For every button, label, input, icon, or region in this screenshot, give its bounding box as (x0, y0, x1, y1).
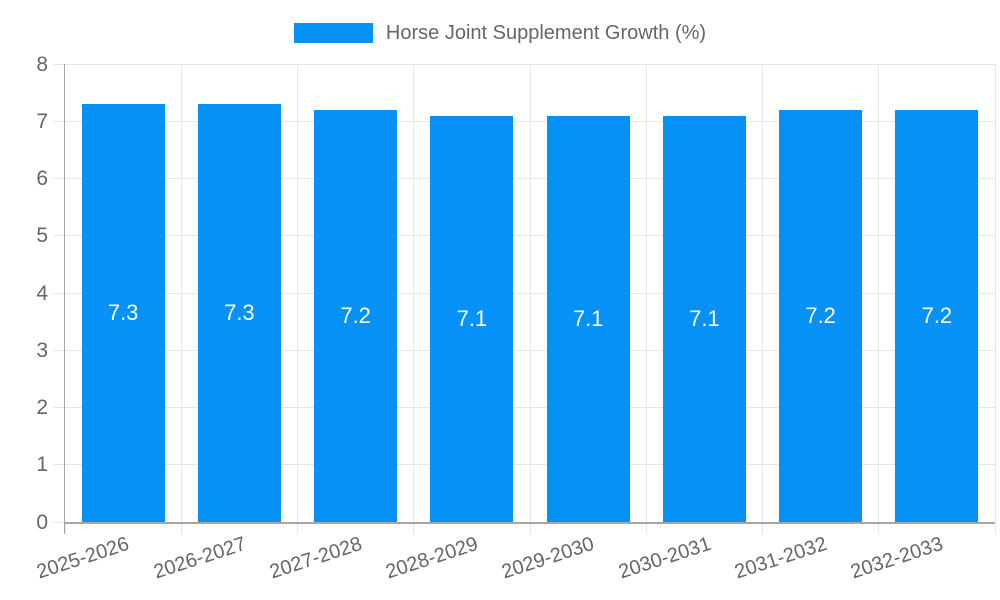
x-tick-mark (994, 522, 996, 534)
x-tick-mark (645, 522, 647, 534)
bar-value-label: 7.1 (689, 305, 720, 331)
y-axis-tick-label: 0 (36, 510, 48, 534)
y-tick-mark (53, 464, 65, 466)
x-tick-mark (180, 522, 182, 534)
y-tick-mark (53, 521, 65, 523)
y-axis-line (64, 64, 65, 534)
x-tick-mark (297, 522, 298, 534)
bar-value-label: 7.3 (107, 300, 139, 326)
bar-value-label: 7.1 (572, 305, 604, 331)
gridline-vertical (878, 64, 880, 522)
bar[interactable] (895, 109, 979, 522)
bar-value-label: 7.2 (340, 302, 371, 328)
y-tick-mark (53, 63, 65, 65)
x-tick-mark (762, 522, 763, 534)
y-axis-tick-label: 8 (36, 52, 48, 76)
y-axis-tick-label: 2 (36, 396, 48, 419)
bar[interactable] (779, 109, 863, 522)
x-axis-tick-label: 2028-2029 (383, 532, 481, 584)
y-tick-mark (53, 292, 65, 294)
bar[interactable] (81, 104, 165, 522)
y-tick-mark (53, 178, 65, 179)
y-tick-mark (53, 349, 65, 351)
bar-value-label: 7.3 (224, 300, 255, 326)
y-axis-tick-label: 3 (36, 338, 48, 362)
x-axis-tick-label: 2032-2033 (848, 532, 946, 584)
x-tick-mark (529, 522, 531, 534)
bar[interactable] (314, 109, 398, 522)
x-axis-tick-label: 2031-2032 (731, 532, 830, 584)
x-tick-mark (413, 522, 415, 534)
gridline-vertical (994, 64, 996, 522)
x-axis-tick-label: 2026-2027 (150, 532, 249, 584)
x-axis-tick-label: 2030-2031 (615, 532, 714, 584)
gridline-vertical (762, 64, 763, 522)
y-axis-tick-label: 1 (36, 453, 48, 477)
bar[interactable] (197, 104, 281, 522)
y-tick-mark (53, 235, 65, 237)
y-axis-tick-label: 7 (36, 109, 48, 133)
x-tick-mark (878, 522, 880, 534)
bar[interactable] (662, 115, 746, 522)
gridline-vertical (645, 64, 647, 522)
x-tick-mark (64, 522, 66, 534)
bar-value-label: 7.1 (456, 305, 488, 331)
y-axis-tick-label: 6 (36, 167, 48, 190)
y-axis-tick-label: 4 (36, 281, 48, 305)
legend-swatch (293, 23, 373, 43)
gridline-vertical (180, 64, 182, 522)
x-axis-tick-label: 2027-2028 (266, 532, 365, 584)
gridline-vertical (413, 64, 415, 522)
chart-legend[interactable]: Horse Joint Supplement Growth (%) (0, 21, 1000, 45)
x-axis-line (65, 522, 995, 524)
x-axis-tick-label: 2029-2030 (499, 532, 598, 584)
y-tick-mark (53, 407, 65, 408)
y-tick-mark (53, 120, 65, 122)
bar[interactable] (430, 115, 514, 522)
legend-label: Horse Joint Supplement Growth (%) (385, 22, 707, 44)
gridline-vertical (529, 64, 531, 522)
bar-value-label: 7.2 (921, 302, 953, 328)
x-axis-tick-label: 2025-2026 (34, 532, 133, 584)
y-axis-tick-label: 5 (36, 224, 48, 248)
bar-value-label: 7.2 (805, 302, 836, 328)
gridline-vertical (297, 64, 298, 522)
bar[interactable] (546, 115, 630, 522)
